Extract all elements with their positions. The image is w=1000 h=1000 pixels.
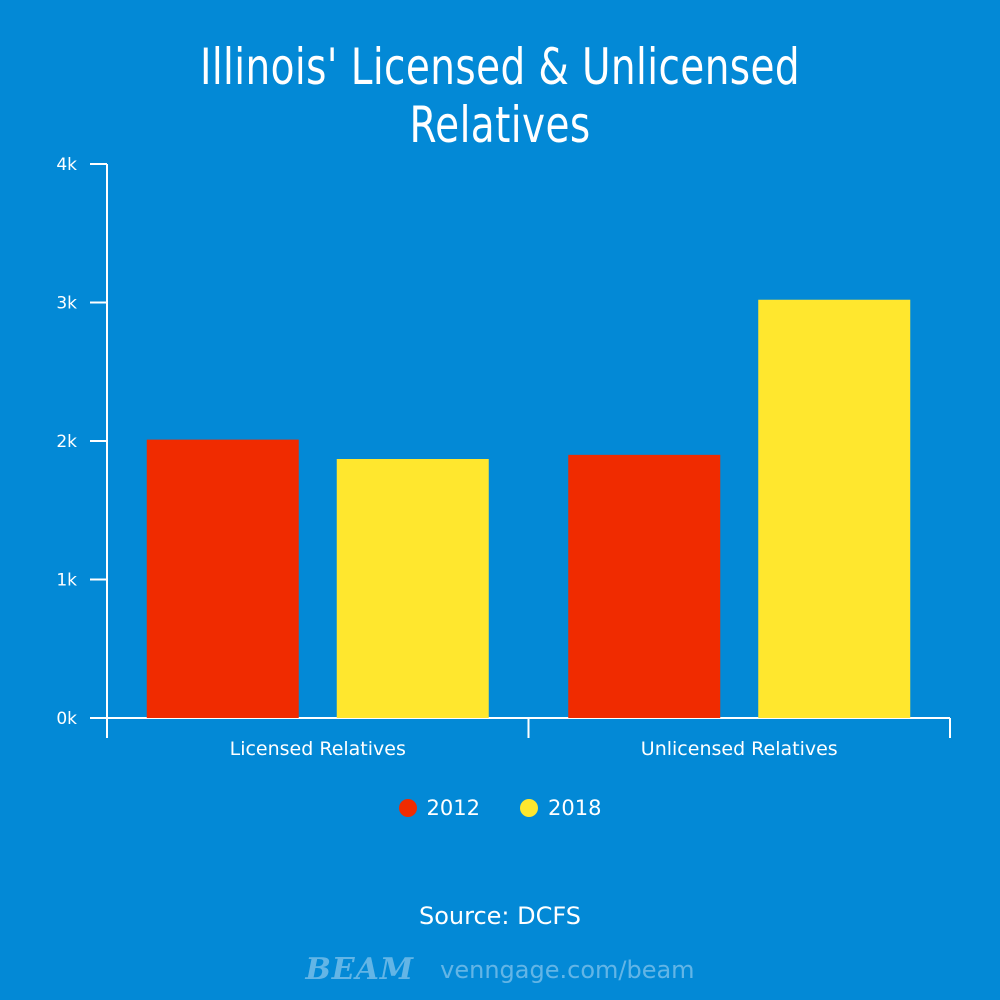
- legend-item-2018[interactable]: 2018: [520, 796, 601, 820]
- legend: 2012 2018: [0, 796, 1000, 820]
- legend-label-2018: 2018: [548, 796, 602, 820]
- y-tick-label: 1k: [56, 571, 77, 591]
- chart-title: Illinois' Licensed & Unlicensed Relative…: [199, 38, 801, 154]
- source-note: Source: DCFS: [419, 902, 581, 930]
- footer: BEAM venngage.com/beam: [0, 952, 1000, 987]
- bar-2018-unlicensed[interactable]: [758, 299, 911, 718]
- legend-dot-2012: [398, 799, 417, 817]
- legend-item-2012[interactable]: 2012: [398, 796, 480, 820]
- legend-label-2012: 2012: [426, 796, 480, 820]
- y-axis: 0k 1k 2k 3k 4k: [56, 155, 108, 738]
- y-tick-label: 3k: [56, 294, 77, 314]
- bars: [146, 299, 911, 718]
- y-tick-label: 2k: [56, 432, 77, 452]
- bar-2012-unlicensed[interactable]: [568, 454, 721, 718]
- legend-dot-2018: [520, 799, 538, 817]
- bar-2012-licensed[interactable]: [146, 439, 299, 718]
- footer-url-link[interactable]: venngage.com/beam: [440, 955, 695, 984]
- x-axis: Licensed Relatives Unlicensed Relatives: [90, 717, 951, 760]
- y-tick-label: 0k: [56, 709, 77, 729]
- x-category-label: Unlicensed Relatives: [641, 738, 838, 760]
- bar-2018-licensed[interactable]: [336, 459, 489, 718]
- y-tick-label: 4k: [56, 155, 77, 175]
- beam-logo[interactable]: BEAM: [305, 952, 415, 987]
- x-category-label: Licensed Relatives: [230, 738, 406, 760]
